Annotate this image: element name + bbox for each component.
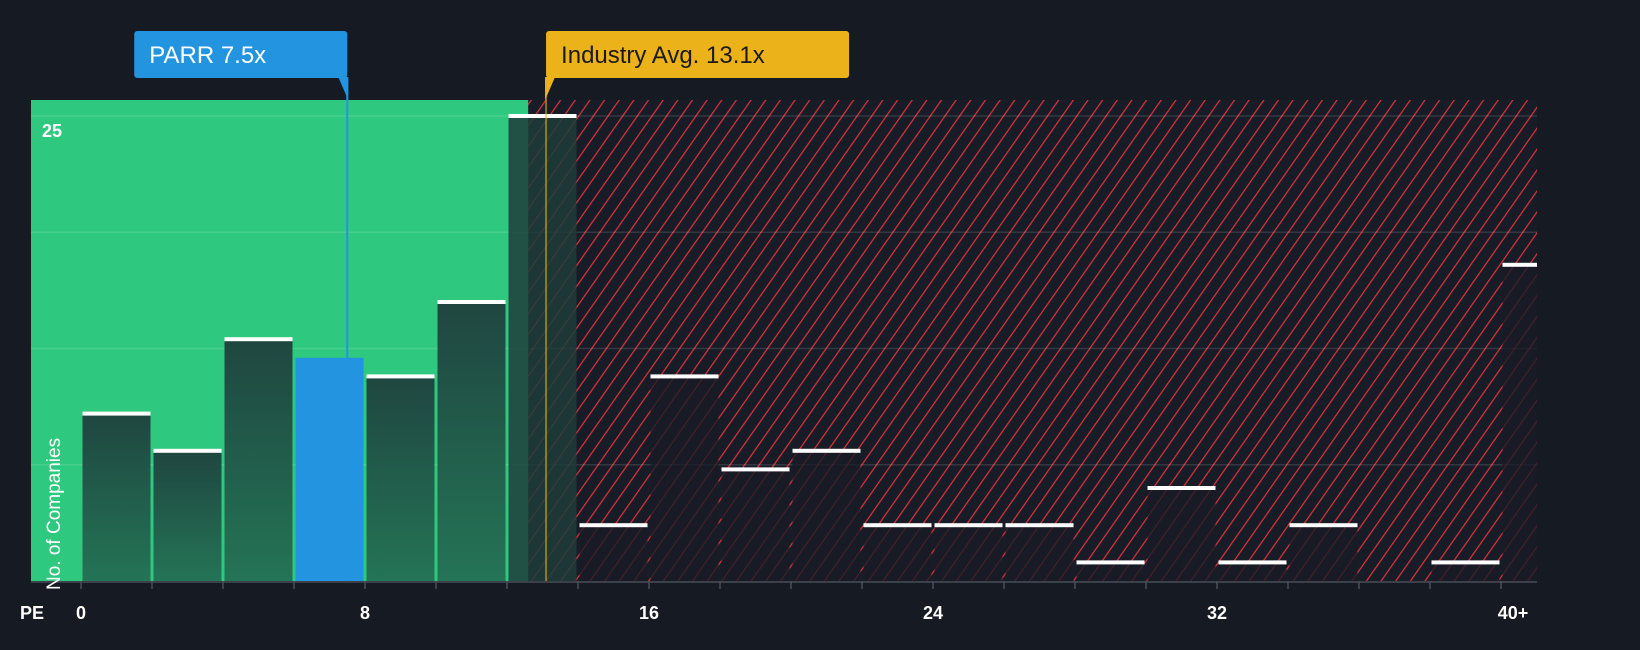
label-pointer [545,77,556,100]
bar-cap [579,523,648,528]
marker-label-text: PARR 7.5x [149,42,266,69]
histogram-bar[interactable] [508,116,577,581]
histogram-bar[interactable] [863,525,932,581]
bar-cap [1218,560,1287,565]
histogram-bar[interactable] [650,376,719,581]
y-axis-label: No. of Companies [44,438,65,590]
histogram-bar[interactable] [82,413,151,581]
bar-cap [224,337,293,342]
label-pointer [338,77,349,100]
histogram-bar[interactable] [153,450,222,581]
histogram-bar[interactable] [1147,488,1216,581]
histogram-bar[interactable] [366,376,435,581]
bar-cap [1289,523,1358,528]
x-axis-label: PE [20,603,44,623]
histogram-bar[interactable] [295,357,364,581]
x-tick-label: 8 [360,603,370,623]
x-tick-label: 16 [639,603,659,623]
histogram-bar[interactable] [579,525,648,581]
bar-cap [1005,523,1074,528]
bar-cap [437,300,506,304]
x-tick-label: 0 [76,603,86,623]
bar-cap [508,114,577,118]
histogram-bar[interactable] [721,469,790,581]
histogram-bar[interactable] [224,339,293,581]
bar-cap [82,411,151,416]
y-tick-label-25: 25 [42,121,62,141]
histogram-bar[interactable] [934,525,1003,581]
bar-cap [153,448,222,453]
bar-cap [1502,262,1537,267]
x-tick-label: 32 [1207,603,1227,623]
x-tick-label: 24 [923,603,943,623]
bar-cap [366,374,435,379]
bar-cap [1076,560,1145,565]
bar-cap [863,523,932,528]
bar-cap [934,523,1003,528]
histogram-bar[interactable] [792,450,861,581]
bar-cap [650,374,719,379]
bar-cap [1147,486,1216,490]
histogram-bar[interactable] [1431,562,1500,581]
histogram-bar[interactable] [1502,264,1538,581]
bar-cap [1431,560,1500,565]
histogram-bar[interactable] [437,302,506,581]
histogram-bar[interactable] [1005,525,1074,581]
bar-cap [721,467,790,472]
x-tick-label: 40+ [1498,603,1529,623]
histogram-bar[interactable] [1218,562,1287,581]
histogram-bar[interactable] [1289,525,1358,581]
histogram-bar[interactable] [1076,562,1145,581]
bar-cap [792,448,861,453]
company-pe-label [134,31,348,78]
marker-label-text: Industry Avg. 13.1x [561,42,765,69]
industry-avg-label [546,31,850,78]
